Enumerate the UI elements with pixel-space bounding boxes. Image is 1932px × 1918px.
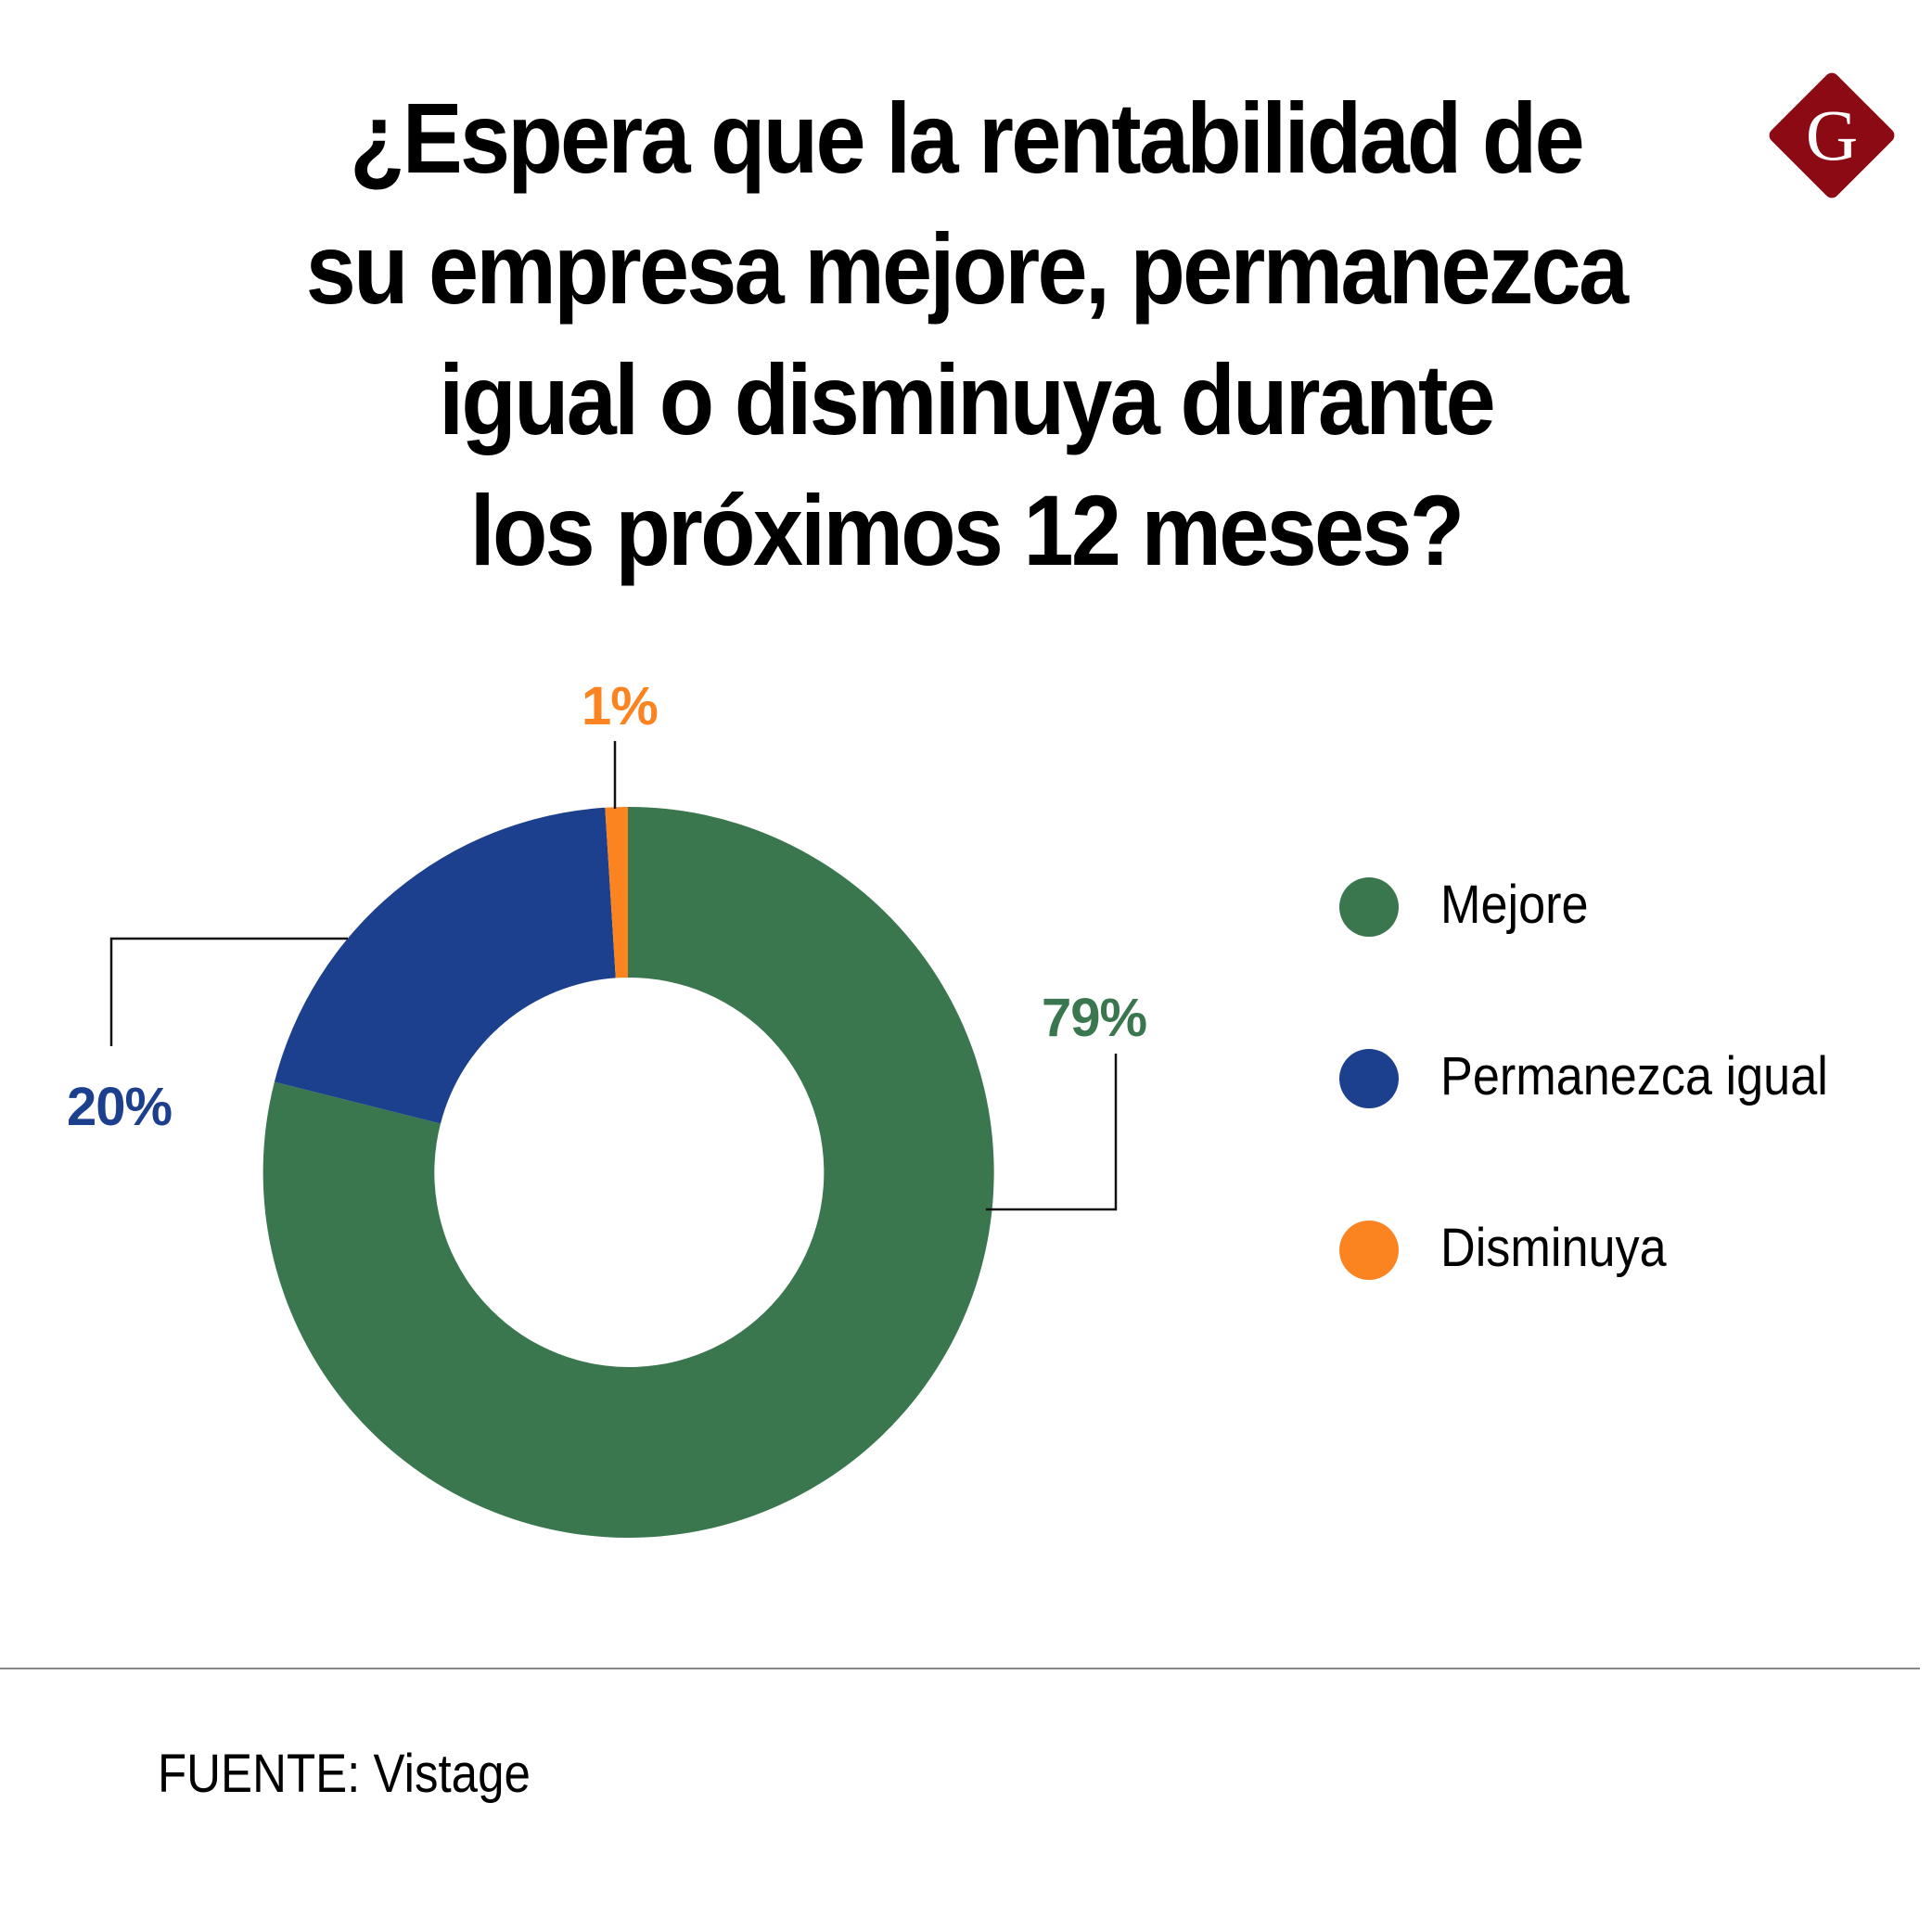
- title-line-3: igual o disminuya durante: [439, 343, 1496, 455]
- logo-letter: G: [1806, 95, 1858, 175]
- slice-permanezca-igual[interactable]: [274, 807, 616, 1124]
- legend-dot-icon: [1339, 1049, 1399, 1108]
- legend-dot-icon: [1339, 1221, 1399, 1280]
- label-permanezca-pct: 20%: [67, 1077, 173, 1137]
- legend-label: Permanezca igual: [1440, 1046, 1828, 1106]
- leader-line-permanezca: [109, 937, 348, 1046]
- footer-divider: [0, 1668, 1920, 1669]
- legend-dot-icon: [1339, 877, 1399, 937]
- leader-line-mejore: [986, 1054, 1118, 1211]
- label-mejore-pct: 79%: [1042, 988, 1147, 1048]
- slice-mejore[interactable]: [262, 806, 994, 1538]
- title-line-4: los próximos 12 meses?: [469, 474, 1465, 586]
- source-note: FUENTE: Vistage: [158, 1744, 531, 1804]
- label-disminuya-pct: 1%: [582, 676, 659, 736]
- legend-label: Disminuya: [1440, 1218, 1667, 1278]
- title-line-1: ¿Espera que la rentabilidad de: [350, 82, 1584, 194]
- title-line-2: su empresa mejore, permanezca: [305, 212, 1629, 325]
- g-diamond-logo-icon: G: [1769, 72, 1895, 198]
- slice-disminuya[interactable]: [605, 807, 628, 978]
- chart-title: ¿Espera que la rentabilidad de su empres…: [0, 72, 1932, 595]
- legend-label: Mejore: [1440, 875, 1589, 935]
